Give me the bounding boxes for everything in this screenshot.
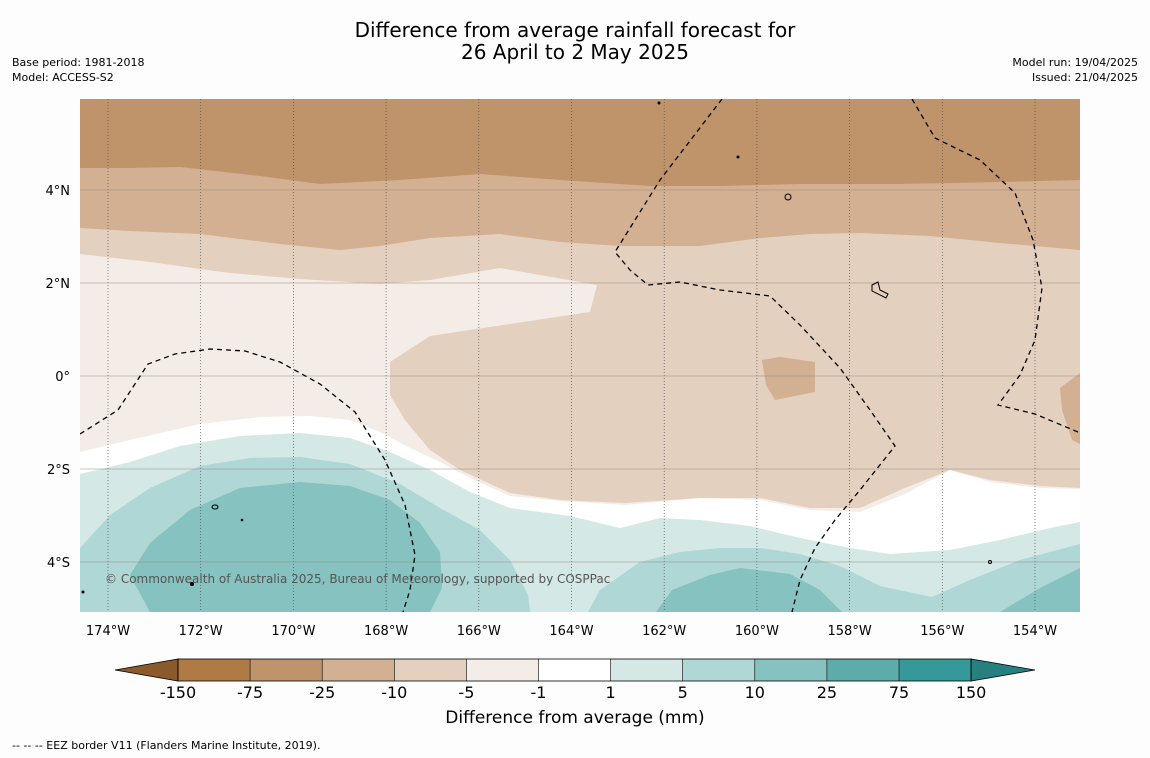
- colorbar-segment: [394, 659, 467, 681]
- latitude-label: 2°S: [47, 463, 70, 478]
- colorbar-segment: [826, 659, 899, 681]
- colorbar-tick-label: -5: [458, 683, 474, 702]
- longitude-label: 166°W: [457, 624, 501, 639]
- colorbar-tick-label: 5: [678, 683, 688, 702]
- island-6: [988, 560, 992, 564]
- longitude-label: 174°W: [86, 624, 130, 639]
- eez-border-central: [614, 99, 896, 612]
- field-patch-east: [1060, 373, 1080, 444]
- copyright-text: © Commonwealth of Australia 2025, Bureau…: [105, 572, 610, 586]
- colorbar-segment: [322, 659, 395, 681]
- island-kiritimati: [871, 281, 889, 299]
- longitude-label: 158°W: [828, 624, 872, 639]
- field-band-minus75-minus25: [80, 99, 1080, 186]
- colorbar-segment: [610, 659, 683, 681]
- colorbar-tick-label: -75: [237, 683, 263, 702]
- longitude-label: 162°W: [642, 624, 686, 639]
- field-band-plus10-plus25-east: [1000, 568, 1080, 612]
- colorbar-segment: [754, 659, 827, 681]
- latitude-label: 0°: [55, 370, 70, 385]
- model-text: Model: ACCESS-S2: [12, 71, 114, 84]
- island-1: [784, 193, 792, 201]
- island-4: [657, 101, 661, 105]
- longitude-label: 154°W: [1013, 624, 1057, 639]
- colorbar-tick-label: 75: [889, 683, 909, 702]
- colorbar-tick-label: 25: [817, 683, 837, 702]
- longitude-label: 172°W: [179, 624, 223, 639]
- longitude-label: 156°W: [920, 624, 964, 639]
- islands: [81, 101, 992, 594]
- colorbar-tick-label: -25: [309, 683, 335, 702]
- issued-text: Issued: 21/04/2025: [1031, 71, 1138, 84]
- field-band-plus10-plus25-south: [656, 568, 842, 612]
- colorbar-segment: [538, 659, 611, 681]
- rainfall-field: [80, 99, 1080, 612]
- colorbar-tick-label: 10: [745, 683, 765, 702]
- graticule: [80, 99, 1080, 612]
- footer-note: -- -- -- EEZ border V11 (Flanders Marine…: [12, 739, 321, 752]
- title-line-2: 26 April to 2 May 2025: [461, 40, 689, 64]
- colorbar: [114, 658, 1036, 682]
- map-title: Difference from average rainfall forecas…: [0, 19, 1150, 63]
- longitude-label: 164°W: [549, 624, 593, 639]
- colorbar-label: Difference from average (mm): [445, 708, 705, 728]
- model-run-text: Model run: 19/04/2025: [1012, 56, 1138, 69]
- colorbar-tick-label: -10: [381, 683, 407, 702]
- base-period-text: Base period: 1981-2018: [12, 56, 145, 69]
- colorbar-ticks: -150 -75 -25 -10 -5 -1 1 5 10 25 75 150: [160, 659, 987, 702]
- colorbar-tick-label: -150: [160, 683, 196, 702]
- field-band-plus10-plus25-west: [130, 482, 442, 612]
- meta-right: Model run: 19/04/2025 Issued: 21/04/2025: [1012, 55, 1138, 85]
- island-7: [81, 590, 85, 594]
- colorbar-extend-low: [114, 658, 179, 682]
- longitude-label: 160°W: [735, 624, 779, 639]
- colorbar-tick-label: 150: [956, 683, 987, 702]
- colorbar-segment: [899, 659, 972, 681]
- longitude-label: 170°W: [271, 624, 315, 639]
- island-5: [736, 155, 740, 159]
- field-patch-equator: [762, 357, 815, 400]
- island-8: [240, 518, 244, 522]
- eez-borders: [80, 99, 1079, 612]
- title-line-1: Difference from average rainfall forecas…: [354, 18, 796, 42]
- colorbar-tick-label: -1: [531, 683, 547, 702]
- meta-left: Base period: 1981-2018 Model: ACCESS-S2: [12, 55, 144, 85]
- colorbar-segment: [682, 659, 755, 681]
- colorbar-extend-high: [970, 658, 1036, 682]
- colorbar-segment: [250, 659, 323, 681]
- latitude-labels: 4°N 2°N 0° 2°S 4°S: [46, 184, 71, 571]
- longitude-labels: 174°W 172°W 170°W 168°W 166°W 164°W 162°W 160°W…: [86, 624, 1057, 639]
- longitude-label: 168°W: [364, 624, 408, 639]
- latitude-label: 4°N: [46, 184, 71, 199]
- island-2: [211, 504, 219, 510]
- latitude-label: 2°N: [46, 277, 71, 292]
- latitude-label: 4°S: [47, 556, 70, 571]
- colorbar-segment: [178, 659, 251, 681]
- colorbar-tick-label: 1: [606, 683, 616, 702]
- island-3: [190, 582, 194, 586]
- colorbar-segment: [466, 659, 539, 681]
